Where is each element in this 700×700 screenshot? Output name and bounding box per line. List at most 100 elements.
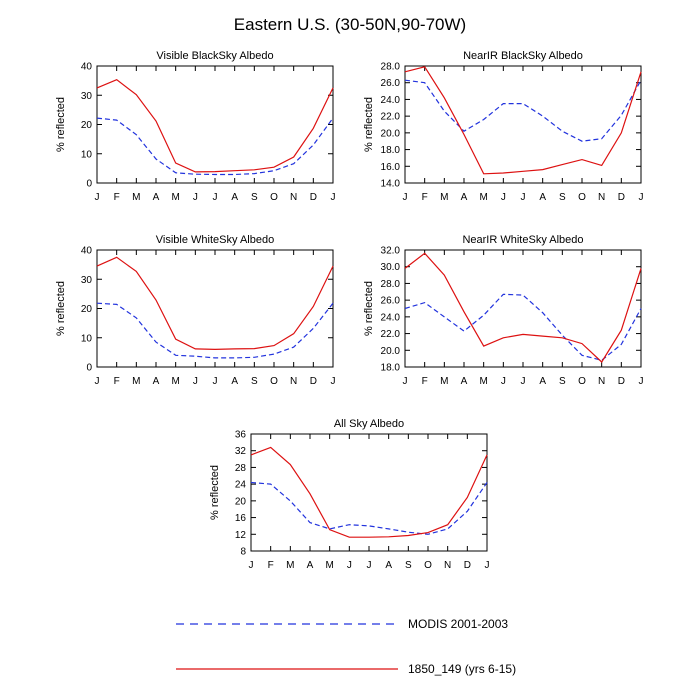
plot-frame: [250, 433, 488, 552]
x-tick-label: J: [347, 560, 352, 571]
x-tick-label: J: [403, 192, 408, 203]
y-tick-label: 16: [235, 513, 247, 524]
x-tick-label: S: [405, 560, 412, 571]
y-tick-label: 0: [86, 363, 92, 374]
x-tick-label: M: [325, 560, 333, 571]
y-tick-label: 32.0: [381, 246, 401, 257]
x-tick-label: M: [132, 192, 140, 203]
plot-frame: [404, 249, 642, 368]
x-tick-label: M: [440, 376, 448, 387]
x-tick-label: J: [249, 560, 254, 571]
x-tick-label: A: [231, 376, 238, 387]
y-tick-label: 16.0: [381, 162, 401, 173]
x-tick-label: O: [424, 560, 432, 571]
y-tick-label: 32: [235, 446, 247, 457]
legend: MODIS 2001-2003 1850_149 (yrs 6-15): [176, 617, 516, 676]
x-tick-label: N: [598, 376, 605, 387]
y-tick-label: 30.0: [381, 262, 401, 273]
plot-frame: [96, 65, 334, 184]
x-tick-label: M: [479, 376, 487, 387]
x-tick-label: J: [193, 192, 198, 203]
x-tick-label: D: [618, 376, 625, 387]
x-tick-label: A: [461, 376, 468, 387]
y-tick-label: 14.0: [381, 179, 401, 190]
x-tick-label: F: [114, 376, 120, 387]
x-tick-label: J: [501, 376, 506, 387]
x-tick-label: N: [290, 376, 297, 387]
x-tick-label: J: [403, 376, 408, 387]
legend-label-modis: MODIS 2001-2003: [408, 617, 508, 631]
x-tick-label: D: [618, 192, 625, 203]
y-axis-label: % reflected: [363, 97, 375, 152]
x-tick-label: S: [251, 192, 258, 203]
x-tick-label: J: [95, 376, 100, 387]
x-tick-label: F: [114, 192, 120, 203]
x-tick-label: F: [268, 560, 274, 571]
x-tick-label: J: [95, 192, 100, 203]
panel-title: NearIR BlackSky Albedo: [463, 50, 583, 62]
y-tick-label: 8: [240, 547, 246, 558]
series-line-modis: [404, 79, 642, 142]
series-line-modis: [404, 293, 642, 361]
x-tick-label: A: [153, 376, 160, 387]
x-tick-label: J: [501, 192, 506, 203]
y-tick-label: 20: [81, 304, 93, 315]
series-line-model: [404, 66, 642, 175]
panel-title: Visible BlackSky Albedo: [156, 50, 273, 62]
x-tick-label: N: [444, 560, 451, 571]
y-tick-label: 24.0: [381, 95, 401, 106]
legend-label-model: 1850_149 (yrs 6-15): [408, 662, 516, 676]
x-tick-label: J: [485, 560, 490, 571]
panel-4: NearIR WhiteSky Albedo 18.0 20.0 22.0 24.0 26…: [363, 234, 644, 387]
x-tick-label: O: [578, 192, 586, 203]
y-tick-label: 26.0: [381, 78, 401, 89]
y-tick-label: 22.0: [381, 329, 401, 340]
panel-2: NearIR BlackSky Albedo 14.0 16.0 18.0 20.0 22…: [363, 50, 644, 203]
x-tick-label: J: [639, 376, 644, 387]
x-tick-label: J: [213, 376, 218, 387]
series-line-modis: [250, 481, 488, 535]
x-tick-label: D: [310, 192, 317, 203]
x-tick-label: M: [479, 192, 487, 203]
x-tick-label: O: [270, 192, 278, 203]
x-tick-label: A: [461, 192, 468, 203]
x-tick-label: S: [251, 376, 258, 387]
x-tick-label: D: [464, 560, 471, 571]
x-tick-label: J: [331, 192, 336, 203]
y-tick-label: 20.0: [381, 128, 401, 139]
x-tick-label: F: [422, 192, 428, 203]
x-tick-label: J: [331, 376, 336, 387]
y-tick-label: 30: [81, 91, 93, 102]
y-tick-label: 24: [235, 480, 247, 491]
y-tick-label: 40: [81, 246, 93, 257]
plot-frame: [404, 65, 642, 184]
x-tick-label: J: [521, 192, 526, 203]
panel-title: NearIR WhiteSky Albedo: [462, 234, 583, 246]
x-tick-label: M: [171, 376, 179, 387]
x-tick-label: A: [153, 192, 160, 203]
y-tick-label: 28.0: [381, 62, 401, 73]
y-tick-label: 0: [86, 179, 92, 190]
y-tick-label: 20: [235, 496, 247, 507]
x-tick-label: A: [539, 376, 546, 387]
y-tick-label: 20.0: [381, 346, 401, 357]
y-axis-label: % reflected: [55, 281, 67, 336]
x-tick-label: J: [213, 192, 218, 203]
x-tick-label: F: [422, 376, 428, 387]
x-tick-label: O: [578, 376, 586, 387]
x-tick-label: S: [559, 376, 566, 387]
y-axis-label: % reflected: [363, 281, 375, 336]
y-tick-label: 26.0: [381, 296, 401, 307]
y-tick-label: 36: [235, 430, 247, 441]
x-tick-label: J: [639, 192, 644, 203]
y-tick-label: 22.0: [381, 112, 401, 123]
y-tick-label: 40: [81, 62, 93, 73]
series-line-model: [96, 79, 334, 173]
x-tick-label: A: [307, 560, 314, 571]
x-tick-label: A: [539, 192, 546, 203]
x-tick-label: J: [521, 376, 526, 387]
series-line-model: [96, 256, 334, 351]
